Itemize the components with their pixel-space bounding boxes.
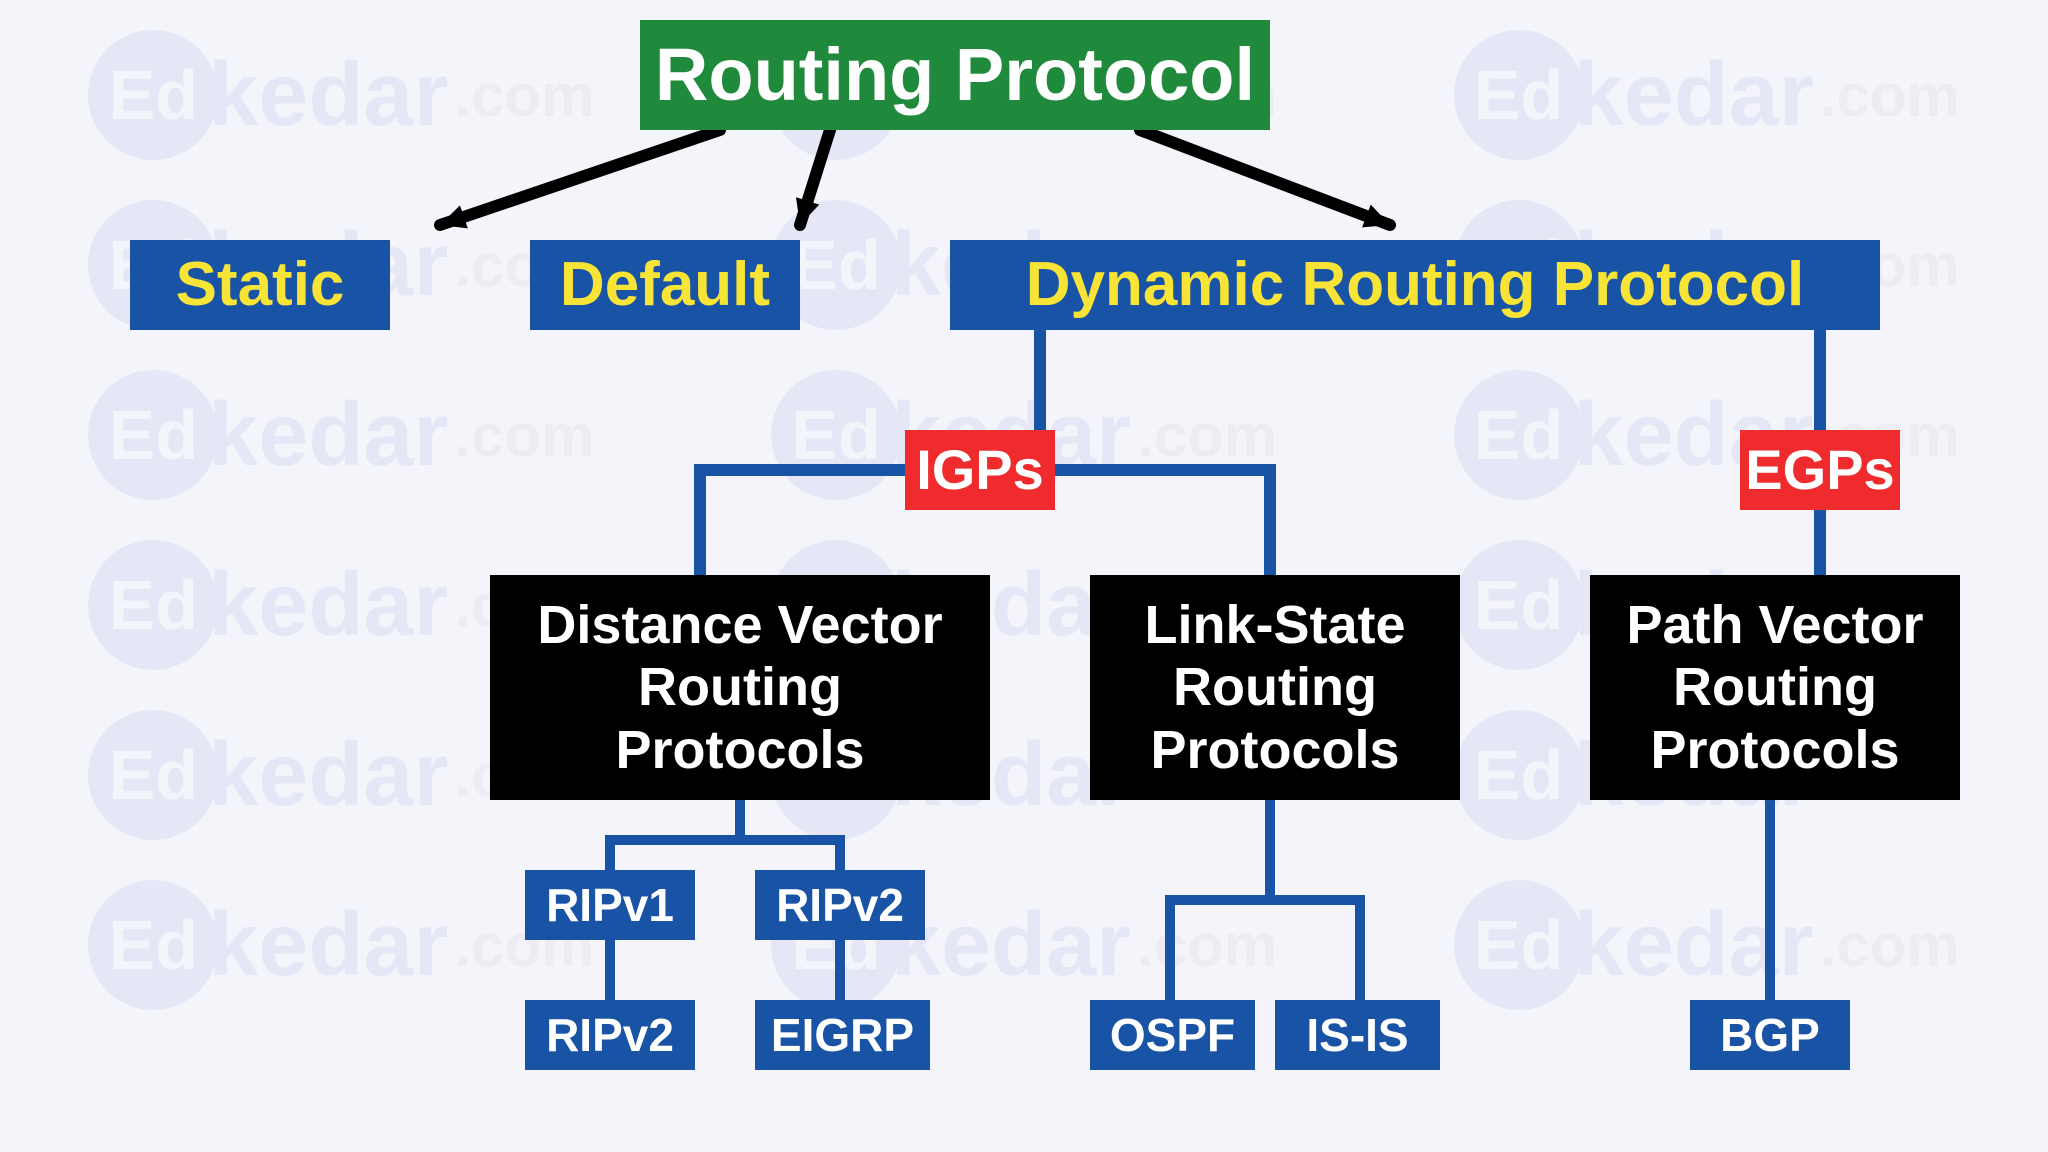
node-distance-vector: Distance Vector Routing Protocols	[490, 575, 990, 800]
label: RIPv2	[546, 1009, 674, 1062]
diagram-stage: Edkedar.comEdkedar.comEdkedar.comEdkedar…	[0, 0, 2048, 1152]
node-dynamic: Dynamic Routing Protocol	[950, 240, 1880, 330]
label: Default	[560, 249, 770, 320]
label: Static	[176, 249, 345, 320]
node-ripv2-b: RIPv2	[525, 1000, 695, 1070]
node-path-vector: Path Vector Routing Protocols	[1590, 575, 1960, 800]
node-root: Routing Protocol	[640, 20, 1270, 130]
node-eigrp: EIGRP	[755, 1000, 930, 1070]
node-egps: EGPs	[1740, 430, 1900, 510]
node-ripv2-a: RIPv2	[755, 870, 925, 940]
node-link-state: Link-State Routing Protocols	[1090, 575, 1460, 800]
node-default: Default	[530, 240, 800, 330]
label: EIGRP	[771, 1009, 914, 1062]
node-static: Static	[130, 240, 390, 330]
label: Routing Protocol	[655, 32, 1255, 117]
label: Dynamic Routing Protocol	[1026, 249, 1804, 320]
node-bgp: BGP	[1690, 1000, 1850, 1070]
node-igps: IGPs	[905, 430, 1055, 510]
label: RIPv2	[776, 879, 904, 932]
node-ripv1: RIPv1	[525, 870, 695, 940]
label: BGP	[1720, 1009, 1820, 1062]
label: IGPs	[916, 438, 1044, 502]
label: RIPv1	[546, 879, 674, 932]
node-isis: IS-IS	[1275, 1000, 1440, 1070]
label: Link-State Routing Protocols	[1144, 594, 1405, 780]
label: EGPs	[1745, 438, 1894, 502]
label: OSPF	[1110, 1009, 1235, 1062]
label: Distance Vector Routing Protocols	[537, 594, 942, 780]
label: IS-IS	[1306, 1009, 1408, 1062]
label: Path Vector Routing Protocols	[1626, 594, 1923, 780]
node-ospf: OSPF	[1090, 1000, 1255, 1070]
